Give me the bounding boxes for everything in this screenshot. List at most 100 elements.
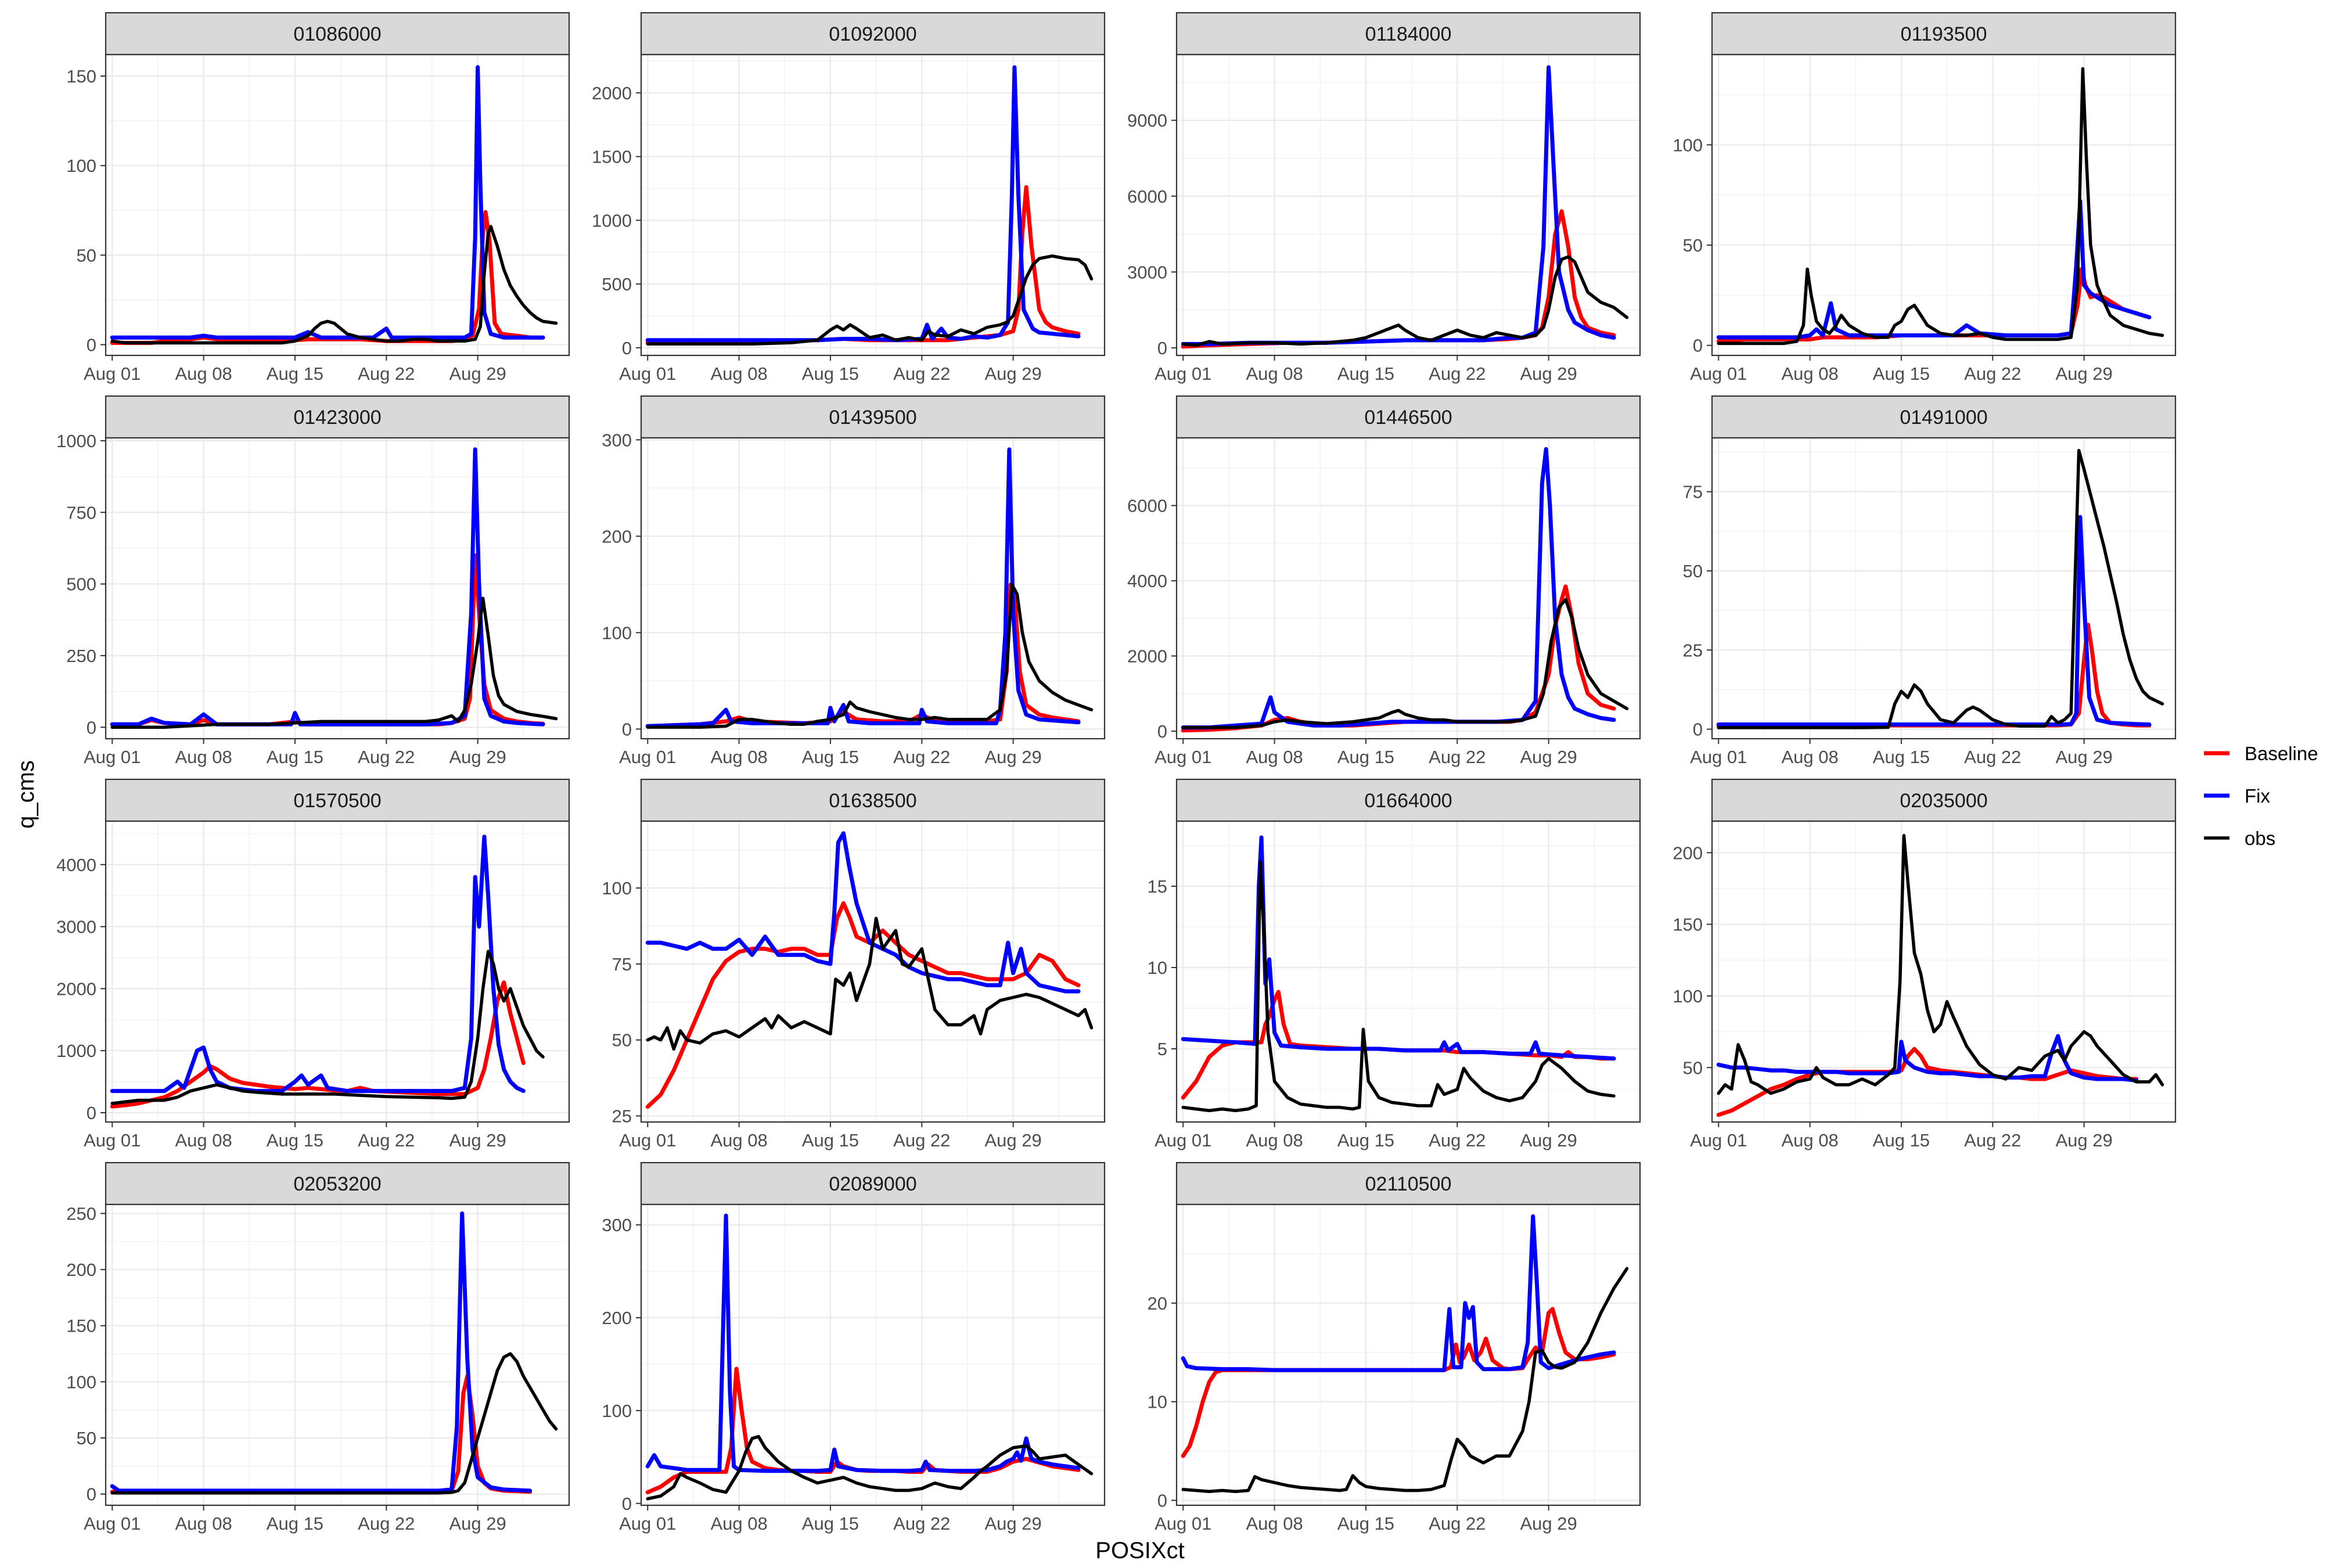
x-tick-label: Aug 22 (893, 1130, 950, 1150)
facet-strip-label: 01664000 (1364, 790, 1452, 812)
y-tick-label: 50 (612, 1030, 632, 1051)
x-tick-label: Aug 08 (1781, 364, 1838, 384)
y-tick-label: 10 (1148, 958, 1167, 978)
y-tick-label: 5 (1157, 1039, 1167, 1059)
facet-01491000: 01491000 0 25 50 75 Aug 01 Aug 08 Aug 15 Aug 22 A… (1683, 395, 2177, 767)
facet-strip-label: 01570500 (293, 790, 381, 812)
x-tick-label: Aug 29 (2056, 364, 2113, 384)
plot-background (641, 55, 1105, 355)
x-tick-label: Aug 22 (893, 1513, 950, 1534)
x-tick-label: Aug 29 (449, 1513, 506, 1534)
y-tick-label: 300 (602, 1215, 632, 1235)
panel-border (1175, 820, 1641, 1123)
legend-label-fix: Fix (2245, 785, 2270, 807)
y-tick-label: 0 (622, 719, 632, 739)
x-tick-label: Aug 29 (449, 364, 506, 384)
series-line-obs (1181, 1267, 1629, 1493)
y-tick-label: 25 (1683, 640, 1703, 660)
facet-01446500: 01446500 0 2000 4000 6000 Aug 01 Aug 08 Aug 15 A… (1127, 395, 1641, 767)
y-tick-label: 20 (1148, 1293, 1167, 1314)
x-tick-label: Aug 08 (175, 747, 232, 767)
series-line-obs (1717, 833, 2164, 1095)
series-line-fix (110, 835, 526, 1094)
series-line-fix (1716, 199, 2152, 340)
y-tick-label: 50 (77, 245, 96, 265)
facet-strip-label: 01184000 (1365, 23, 1452, 45)
y-tick-label: 0 (1693, 720, 1703, 740)
x-tick-label: Aug 01 (1155, 747, 1211, 767)
y-tick-label: 0 (87, 717, 96, 738)
y-tick-label: 100 (66, 1372, 96, 1392)
series-line-obs (110, 596, 558, 729)
series-group (645, 1213, 1094, 1501)
y-tick-label: 4000 (1127, 571, 1167, 591)
series-line-fix (645, 1213, 1081, 1473)
x-tick-label: Aug 01 (1690, 747, 1747, 767)
y-tick-label: 25 (612, 1106, 632, 1127)
series-line-obs (110, 225, 558, 345)
series-group (1181, 65, 1629, 349)
series-line-obs (1181, 255, 1629, 347)
plot-background (1177, 55, 1640, 355)
x-tick-label: Aug 15 (267, 364, 323, 384)
panel-border (105, 820, 570, 1123)
y-tick-label: 150 (66, 1316, 96, 1336)
x-tick-label: Aug 22 (893, 364, 950, 384)
series-group (645, 447, 1094, 729)
series-line-fix (1181, 835, 1616, 1061)
facet-strip (640, 778, 1106, 822)
y-tick-label: 0 (1157, 1491, 1167, 1511)
y-tick-label: 0 (622, 1494, 632, 1514)
y-tick-label: 6000 (1127, 496, 1167, 516)
facet-strip (1175, 1161, 1641, 1206)
y-tick-label: 0 (622, 338, 632, 358)
panel-border (640, 53, 1106, 357)
x-tick-label: Aug 08 (1246, 747, 1303, 767)
y-tick-label: 0 (1693, 336, 1703, 356)
series-group (110, 65, 558, 345)
y-tick-label: 200 (1673, 843, 1703, 863)
x-tick-label: Aug 01 (84, 1130, 141, 1150)
facet-strip-label: 02053200 (293, 1173, 381, 1195)
x-tick-label: Aug 22 (358, 1130, 415, 1150)
x-tick-label: Aug 15 (802, 1130, 859, 1150)
x-tick-label: Aug 01 (84, 364, 141, 384)
panel-border (1175, 53, 1641, 357)
x-tick-label: Aug 22 (358, 747, 415, 767)
x-tick-label: Aug 29 (985, 364, 1042, 384)
y-tick-label: 500 (66, 574, 96, 595)
facet-strip (1175, 778, 1641, 822)
x-tick-label: Aug 08 (175, 1130, 232, 1150)
y-tick-label: 4000 (56, 855, 96, 875)
y-tick-label: 50 (1683, 561, 1703, 581)
panel-border (1711, 437, 2177, 740)
x-tick-label: Aug 15 (1873, 1130, 1930, 1150)
x-tick-label: Aug 08 (710, 364, 767, 384)
y-tick-label: 200 (602, 526, 632, 546)
legend: Baseline Fix obs (2199, 736, 2318, 855)
y-tick-label: 50 (1683, 1058, 1703, 1078)
x-tick-label: Aug 29 (1520, 747, 1577, 767)
series-group (1716, 833, 2164, 1117)
x-tick-label: Aug 15 (267, 1130, 323, 1150)
facet-strip-label: 01491000 (1900, 407, 1987, 429)
x-tick-label: Aug 15 (1873, 364, 1930, 384)
y-tick-label: 50 (1683, 235, 1703, 256)
y-tick-label: 100 (1673, 135, 1703, 155)
series-line-fix (1181, 1214, 1616, 1372)
series-group (1716, 67, 2164, 346)
series-group (1181, 447, 1629, 733)
facet-strip (640, 395, 1106, 439)
series-line-obs (1181, 598, 1629, 729)
x-tick-label: Aug 29 (449, 747, 506, 767)
facet-strip-label: 01193500 (1901, 23, 1987, 45)
plot-background (106, 55, 569, 355)
x-tick-label: Aug 15 (1337, 1130, 1394, 1150)
facet-strip-label: 02035000 (1900, 790, 1987, 812)
y-tick-label: 2000 (56, 979, 96, 999)
series-line-obs (646, 254, 1094, 346)
facet-strip-label: 01423000 (293, 407, 381, 429)
series-line-obs (646, 1434, 1094, 1501)
panel-border (105, 53, 570, 357)
panel-border (640, 820, 1106, 1123)
